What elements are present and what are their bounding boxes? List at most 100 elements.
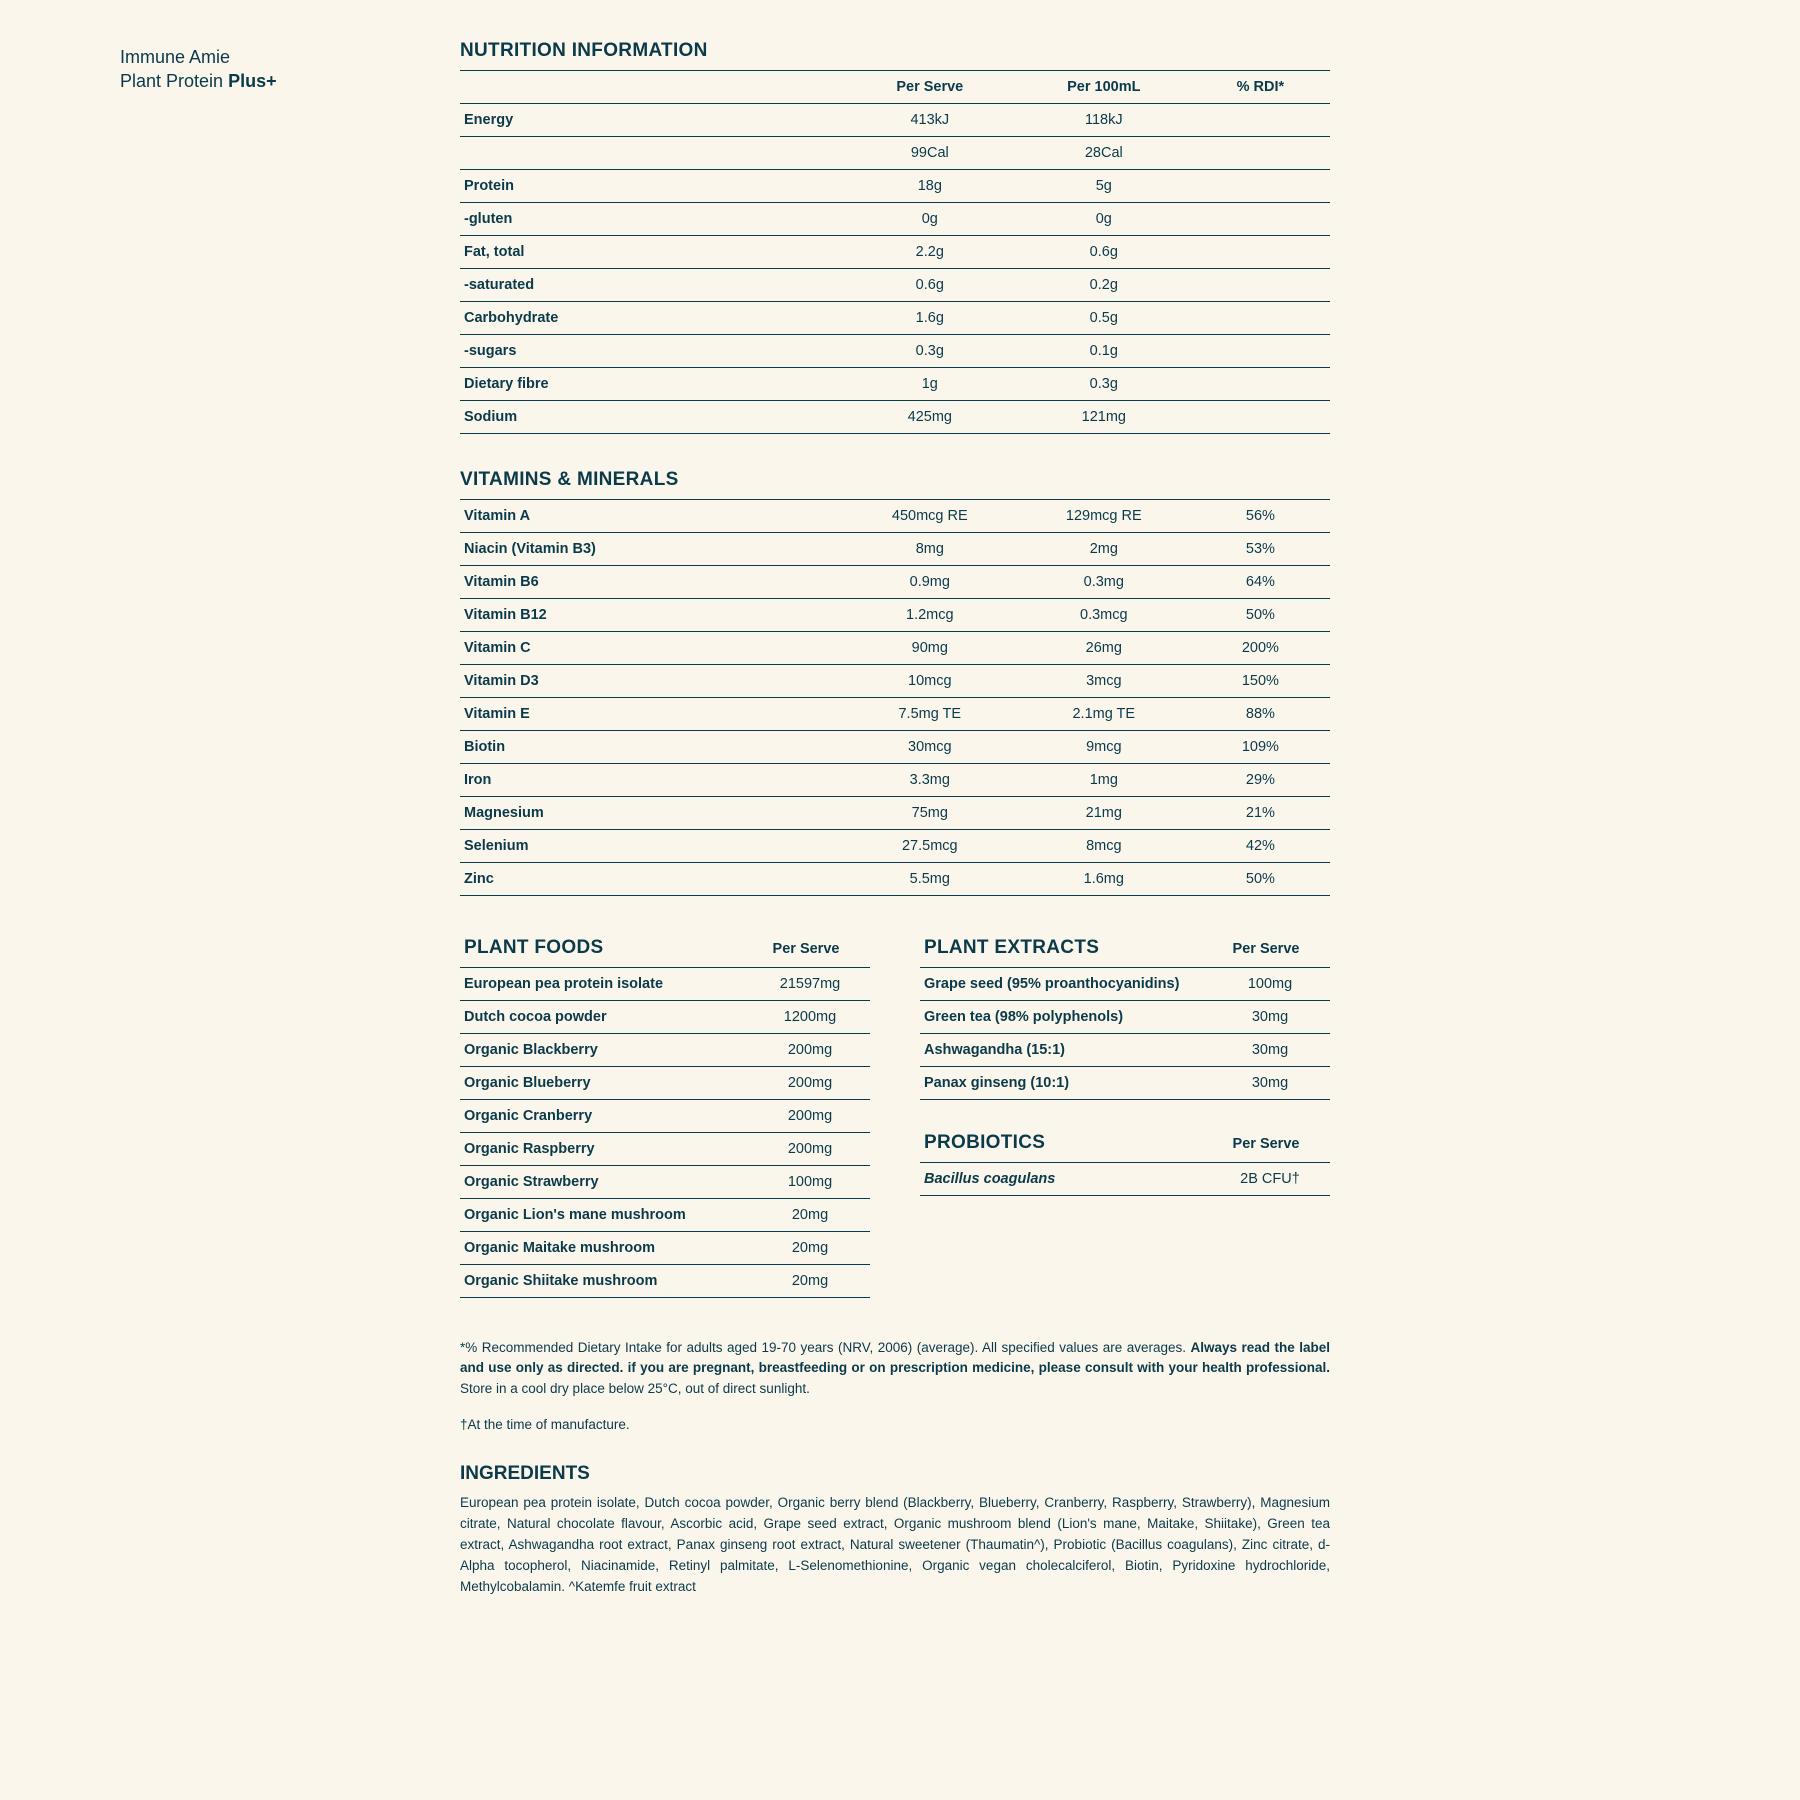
plant-foods-column: PLANT FOODS Per Serve European pea prote…	[460, 931, 870, 1298]
ingredients-heading: INGREDIENTS	[460, 1463, 1330, 1485]
cell-label: Green tea (98% polyphenols)	[920, 1001, 1210, 1034]
cell-label: Organic Blueberry	[460, 1067, 750, 1100]
cell-per100: 0.5g	[1017, 302, 1191, 335]
cell-per100: 28Cal	[1017, 137, 1191, 170]
product-line2b: Plus+	[228, 71, 277, 91]
cell-label: Dutch cocoa powder	[460, 1001, 750, 1034]
table-row: -saturated0.6g0.2g	[460, 269, 1330, 302]
cell-serve: 75mg	[843, 797, 1017, 830]
cell-label: Organic Lion's mane mushroom	[460, 1199, 750, 1232]
cell-label: Organic Raspberry	[460, 1133, 750, 1166]
cell-label: Fat, total	[460, 236, 843, 269]
cell-serve: 8mg	[843, 533, 1017, 566]
cell-label: Sodium	[460, 401, 843, 434]
col-per100: Per 100mL	[1017, 71, 1191, 104]
cell-serve: 20mg	[750, 1232, 870, 1265]
cell-serve: 413kJ	[843, 104, 1017, 137]
cell-serve: 30mcg	[843, 731, 1017, 764]
cell-rdi	[1191, 170, 1330, 203]
cell-serve: 200mg	[750, 1100, 870, 1133]
table-row: Organic Blackberry200mg	[460, 1034, 870, 1067]
product-line2a: Plant Protein	[120, 71, 228, 91]
cell-label: Iron	[460, 764, 843, 797]
cell-serve: 5.5mg	[843, 863, 1017, 896]
cell-per100: 0.2g	[1017, 269, 1191, 302]
cell-per100: 118kJ	[1017, 104, 1191, 137]
table-row: Organic Raspberry200mg	[460, 1133, 870, 1166]
cell-label: Grape seed (95% proanthocyanidins)	[920, 968, 1210, 1001]
cell-serve: 3.3mg	[843, 764, 1017, 797]
cell-serve: 100mg	[750, 1166, 870, 1199]
plantextracts-perserve: Per Serve	[1206, 941, 1326, 957]
table-row: Vitamin B121.2mcg0.3mcg50%	[460, 599, 1330, 632]
table-row: Vitamin B60.9mg0.3mg64%	[460, 566, 1330, 599]
cell-label: Dietary fibre	[460, 368, 843, 401]
cell-serve: 20mg	[750, 1265, 870, 1298]
cell-label: Protein	[460, 170, 843, 203]
plantextracts-heading: PLANT EXTRACTS	[924, 937, 1099, 959]
cell-per100: 9mcg	[1017, 731, 1191, 764]
cell-label: Vitamin A	[460, 500, 843, 533]
table-row: -gluten0g0g	[460, 203, 1330, 236]
cell-per100: 1.6mg	[1017, 863, 1191, 896]
cell-serve: 200mg	[750, 1067, 870, 1100]
table-row: Niacin (Vitamin B3)8mg2mg53%	[460, 533, 1330, 566]
cell-per100: 0.3g	[1017, 368, 1191, 401]
table-row: Carbohydrate1.6g0.5g	[460, 302, 1330, 335]
table-row: Vitamin E7.5mg TE2.1mg TE88%	[460, 698, 1330, 731]
nutrition-heading: NUTRITION INFORMATION	[460, 40, 1330, 62]
cell-rdi: 109%	[1191, 731, 1330, 764]
cell-rdi: 88%	[1191, 698, 1330, 731]
cell-label: Panax ginseng (10:1)	[920, 1067, 1210, 1100]
table-row: Magnesium75mg21mg21%	[460, 797, 1330, 830]
cell-serve: 1g	[843, 368, 1017, 401]
cell-serve: 200mg	[750, 1034, 870, 1067]
table-row: Organic Cranberry200mg	[460, 1100, 870, 1133]
cell-label: Vitamin D3	[460, 665, 843, 698]
cell-per100: 0.6g	[1017, 236, 1191, 269]
cell-label: Organic Maitake mushroom	[460, 1232, 750, 1265]
cell-rdi	[1191, 203, 1330, 236]
cell-serve: 2.2g	[843, 236, 1017, 269]
cell-rdi	[1191, 104, 1330, 137]
table-row: Vitamin A450mcg RE129mcg RE56%	[460, 500, 1330, 533]
cell-per100: 2mg	[1017, 533, 1191, 566]
cell-rdi: 29%	[1191, 764, 1330, 797]
table-row: Biotin30mcg9mcg109%	[460, 731, 1330, 764]
cell-label: -gluten	[460, 203, 843, 236]
cell-label: Organic Shiitake mushroom	[460, 1265, 750, 1298]
cell-label: Vitamin B6	[460, 566, 843, 599]
table-row: Organic Strawberry100mg	[460, 1166, 870, 1199]
plantextracts-table: Grape seed (95% proanthocyanidins)100mgG…	[920, 968, 1330, 1100]
vitamins-heading: VITAMINS & MINERALS	[460, 469, 1330, 491]
cell-label: Organic Cranberry	[460, 1100, 750, 1133]
cell-label: Organic Strawberry	[460, 1166, 750, 1199]
cell-per100: 1mg	[1017, 764, 1191, 797]
nutrition-table: Per Serve Per 100mL % RDI* Energy413kJ11…	[460, 70, 1330, 434]
cell-label: European pea protein isolate	[460, 968, 750, 1001]
cell-serve: 90mg	[843, 632, 1017, 665]
note-2: †At the time of manufacture.	[460, 1415, 1330, 1435]
cell-label: Niacin (Vitamin B3)	[460, 533, 843, 566]
table-row: Green tea (98% polyphenols)30mg	[920, 1001, 1330, 1034]
cell-serve: 10mcg	[843, 665, 1017, 698]
cell-per100: 0.3mg	[1017, 566, 1191, 599]
sidebar: Immune Amie Plant Protein Plus+	[120, 40, 380, 1598]
cell-label: Carbohydrate	[460, 302, 843, 335]
cell-serve: 1.6g	[843, 302, 1017, 335]
table-row: Vitamin C90mg26mg200%	[460, 632, 1330, 665]
cell-per100: 129mcg RE	[1017, 500, 1191, 533]
table-row: Dietary fibre1g0.3g	[460, 368, 1330, 401]
cell-rdi	[1191, 335, 1330, 368]
cell-rdi: 150%	[1191, 665, 1330, 698]
cell-per100: 3mcg	[1017, 665, 1191, 698]
cell-serve: 0g	[843, 203, 1017, 236]
cell-label: Organic Blackberry	[460, 1034, 750, 1067]
cell-per100: 2.1mg TE	[1017, 698, 1191, 731]
cell-label: -saturated	[460, 269, 843, 302]
table-row: Selenium27.5mcg8mcg42%	[460, 830, 1330, 863]
cell-serve: 0.3g	[843, 335, 1017, 368]
cell-serve: 7.5mg TE	[843, 698, 1017, 731]
cell-per100: 0g	[1017, 203, 1191, 236]
cell-serve: 0.6g	[843, 269, 1017, 302]
